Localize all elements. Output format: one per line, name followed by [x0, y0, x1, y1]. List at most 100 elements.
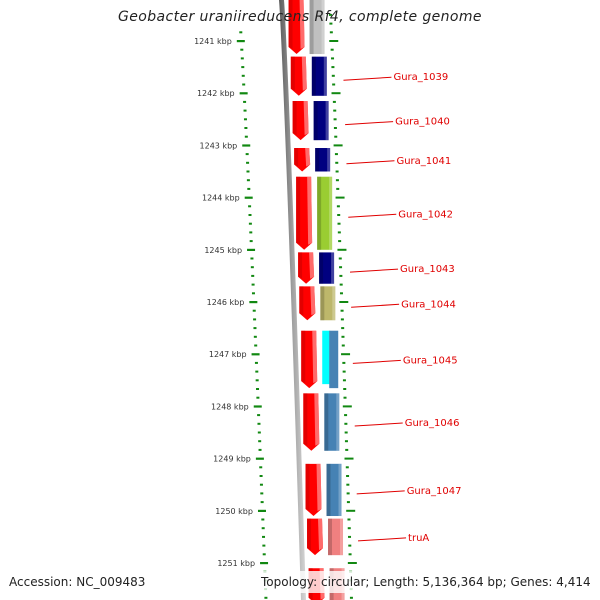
outer-major-tick: [339, 301, 349, 303]
gene-feature[interactable]: [296, 176, 333, 250]
gene-feature[interactable]: [301, 330, 339, 389]
gene-label[interactable]: truA: [408, 533, 429, 544]
cds-arrow-highlight: [307, 176, 313, 245]
cds-arrow-shade: [305, 463, 310, 512]
ruler-major-tick: [249, 301, 258, 304]
cds-arrow-highlight: [312, 330, 318, 384]
gene-feature[interactable]: [299, 286, 336, 321]
gene-tracks: [288, 0, 345, 600]
gene-box-shade: [324, 393, 329, 451]
outer-major-tick: [335, 196, 345, 199]
gene-label[interactable]: Gura_1045: [403, 355, 458, 366]
outer-minor-tick: [330, 48, 334, 51]
outer-minor-tick: [344, 414, 348, 417]
cds-arrow-highlight: [305, 148, 311, 167]
ruler-minor-tick: [257, 422, 261, 425]
gene-label[interactable]: Gura_1041: [396, 156, 451, 167]
outer-minor-tick: [332, 100, 336, 103]
gene-box-highlight: [332, 286, 336, 321]
gene-box-shade: [311, 56, 316, 96]
ruler-minor-tick: [248, 222, 252, 225]
outer-minor-tick: [348, 553, 352, 556]
ruler-minor-tick: [246, 170, 250, 173]
ruler-major-tick: [260, 562, 269, 565]
cds-arrow-shade: [294, 148, 299, 167]
gene-label-leader: [343, 76, 392, 81]
outer-minor-tick: [328, 13, 332, 16]
ruler-minor-tick: [259, 466, 263, 469]
ruler-minor-tick: [261, 518, 265, 521]
ruler-tick-label: 1244 kbp: [202, 194, 240, 203]
outer-minor-tick: [349, 596, 353, 599]
gene-label[interactable]: Gura_1040: [395, 117, 450, 128]
gene-feature[interactable]: [307, 518, 344, 556]
gene-label[interactable]: Gura_1039: [393, 72, 448, 83]
gene-box-highlight: [338, 463, 342, 517]
gene-feature[interactable]: [288, 0, 325, 55]
gene-category-box: [319, 252, 335, 284]
gene-feature[interactable]: [305, 463, 342, 517]
outer-minor-tick: [333, 109, 337, 112]
gene-label-leader: [349, 268, 399, 273]
ruler-minor-tick: [261, 527, 265, 530]
cds-arrow-highlight: [301, 56, 307, 91]
gene-feature[interactable]: [303, 393, 340, 451]
cds-arrow-shade: [303, 393, 308, 446]
gene-label[interactable]: Gura_1047: [407, 486, 462, 497]
gene-label[interactable]: Gura_1042: [398, 209, 453, 220]
ruler-minor-tick: [244, 127, 248, 129]
gene-box-highlight: [321, 0, 325, 55]
outer-minor-tick: [340, 309, 344, 312]
outer-minor-tick: [331, 57, 335, 60]
outer-minor-tick: [347, 527, 351, 530]
accession-backdrop: [6, 571, 146, 593]
outer-minor-tick: [337, 231, 341, 234]
gene-feature[interactable]: [292, 101, 329, 141]
gene-box-shade: [320, 286, 325, 321]
outer-minor-tick: [335, 170, 339, 173]
ruler-minor-tick: [262, 553, 266, 556]
gene-box-highlight: [329, 176, 333, 250]
gene-box-shade: [319, 252, 324, 284]
gene-label[interactable]: Gura_1046: [405, 418, 460, 429]
cds-arrow-highlight: [303, 101, 309, 136]
outer-minor-tick: [348, 535, 352, 538]
outer-minor-tick: [343, 388, 347, 390]
gene-label[interactable]: Gura_1044: [401, 299, 456, 310]
accession-label: Accession: NC_009483: [9, 575, 146, 589]
outer-major-tick: [346, 509, 356, 512]
cds-arrow-shade: [299, 286, 304, 316]
ruler-minor-tick: [251, 292, 255, 295]
ruler-minor-tick: [264, 596, 268, 599]
outer-minor-tick: [340, 318, 344, 321]
outer-minor-tick: [339, 274, 343, 277]
ruler-minor-tick: [255, 370, 259, 373]
outer-minor-tick: [334, 153, 338, 156]
outer-minor-tick: [335, 179, 339, 182]
ruler-minor-tick: [250, 257, 254, 260]
genome-backbone: [279, 0, 306, 600]
gene-feature[interactable]: [294, 148, 331, 172]
ruler-minor-tick: [260, 501, 264, 504]
outer-major-tick: [344, 457, 354, 460]
outer-minor-tick: [341, 335, 345, 338]
ruler-minor-tick: [258, 448, 262, 451]
gene-feature[interactable]: [298, 252, 335, 284]
outer-minor-tick: [329, 22, 333, 25]
outer-major-tick: [347, 562, 357, 564]
outer-minor-tick: [329, 31, 333, 34]
gene-label-leader: [354, 422, 403, 427]
ruler-major-tick: [239, 92, 248, 95]
cds-arrow-shade: [298, 252, 303, 279]
outer-major-tick: [329, 40, 339, 42]
ruler-minor-tick: [254, 361, 258, 364]
ruler-tick-label: 1246 kbp: [207, 298, 245, 307]
outer-minor-tick: [333, 127, 337, 129]
ruler-minor-tick: [258, 440, 262, 443]
outer-minor-tick: [332, 83, 336, 86]
gene-label[interactable]: Gura_1043: [400, 264, 455, 275]
ruler-minor-tick: [262, 544, 266, 547]
outer-minor-tick: [346, 475, 350, 477]
gene-feature[interactable]: [290, 56, 327, 96]
